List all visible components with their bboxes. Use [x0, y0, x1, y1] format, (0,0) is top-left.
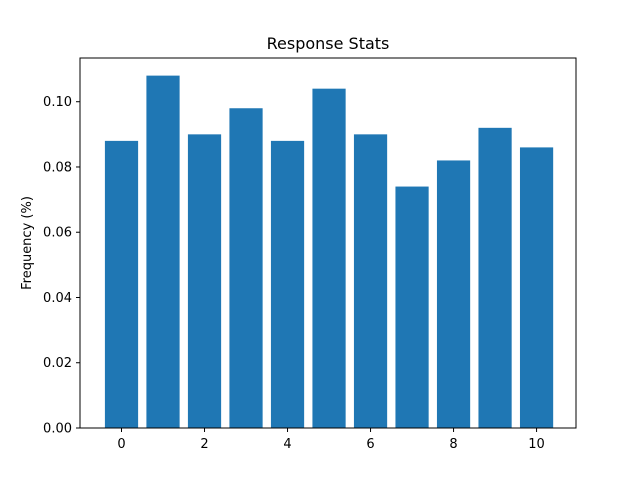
- bar-10: [519, 147, 554, 428]
- x-tick-label: 8: [449, 437, 457, 452]
- chart-title: Response Stats: [267, 34, 390, 53]
- axes-frame: [79, 57, 577, 429]
- y-tick-label: 0.06: [43, 226, 72, 241]
- bar-3: [229, 108, 263, 428]
- bar-4: [270, 140, 305, 428]
- x-tick-label: 0: [117, 437, 125, 452]
- bar-2: [187, 134, 222, 428]
- bar-0: [104, 140, 139, 428]
- y-tick-label: 0.08: [43, 160, 72, 175]
- x-axis: 0 2 4 6 8 10: [117, 428, 545, 452]
- bar-7: [395, 186, 429, 428]
- x-tick-label: 10: [528, 437, 545, 452]
- bar-5: [312, 88, 346, 428]
- y-axis: 0.00 0.02 0.04 0.06 0.08 0.10: [43, 95, 80, 437]
- y-tick-label: 0.02: [43, 356, 72, 371]
- x-tick-label: 2: [200, 437, 208, 452]
- y-tick-label: 0.04: [43, 291, 72, 306]
- bar-1: [146, 75, 180, 428]
- bar-9: [478, 127, 512, 428]
- y-tick-label: 0.00: [43, 422, 72, 437]
- x-tick-label: 4: [283, 437, 291, 452]
- bar-6: [353, 134, 388, 428]
- bars-layer: [104, 75, 554, 429]
- bar-8: [436, 160, 471, 429]
- x-tick-label: 6: [366, 437, 374, 452]
- y-axis-label: Frequency (%): [20, 196, 35, 290]
- y-tick-label: 0.10: [43, 95, 72, 110]
